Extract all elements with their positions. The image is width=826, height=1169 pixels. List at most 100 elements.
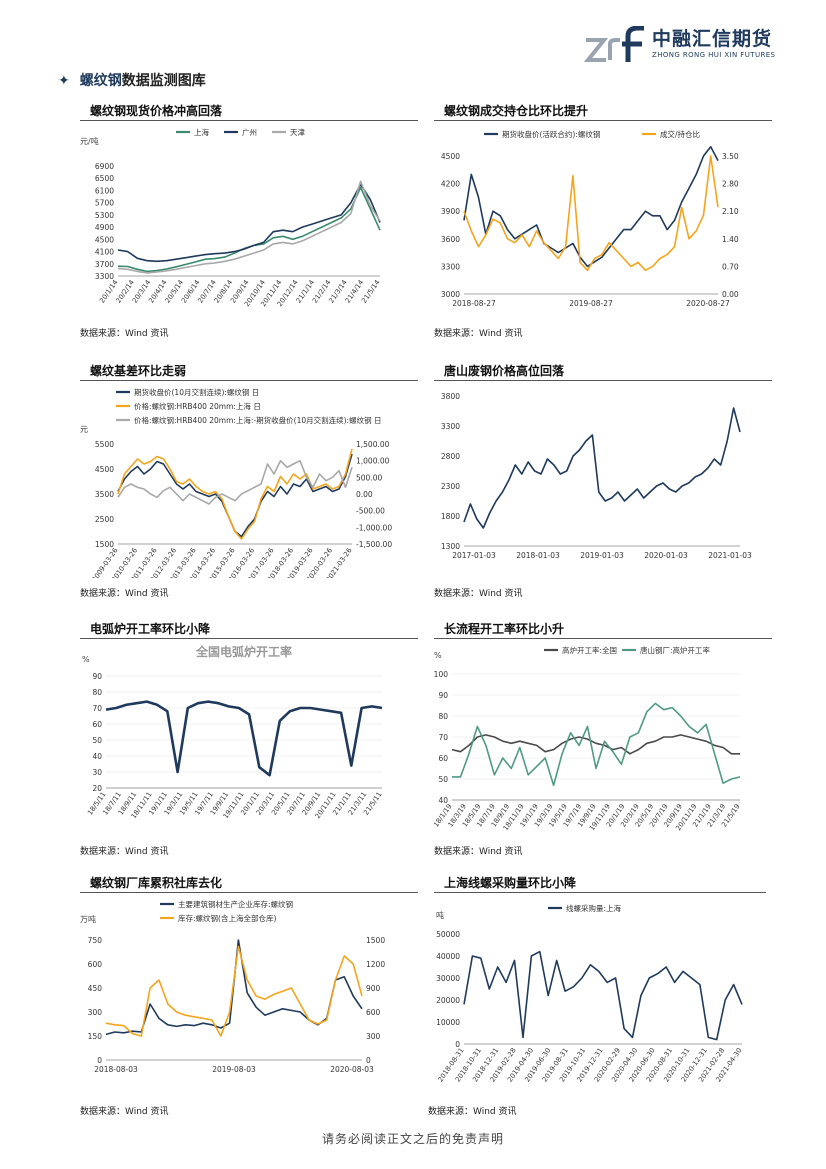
legend-label: 价格:螺纹钢:HRB400 20mm:上海 日 bbox=[134, 401, 261, 411]
y-tick-label: 60 bbox=[92, 720, 102, 729]
panel-divider bbox=[434, 892, 766, 893]
section-title-rest: 数据监测图库 bbox=[121, 73, 206, 89]
y-tick-label: 20 bbox=[92, 784, 102, 793]
x-tick-label: 2018-08-27 bbox=[452, 299, 496, 308]
x-tick-label: 2017-01-03 bbox=[452, 551, 496, 560]
panel-title: 螺纹钢成交持仓比环比提升 bbox=[444, 104, 589, 118]
y-tick-label: 3300 bbox=[95, 272, 114, 281]
y-tick-label: 30 bbox=[92, 768, 102, 777]
y-tick-label: 300 bbox=[88, 1008, 103, 1017]
y-tick-label: 6500 bbox=[95, 174, 114, 183]
y-tick-label: 450 bbox=[88, 984, 103, 993]
logo-text-cn: 中融汇信期货 bbox=[652, 28, 773, 50]
chart-bf-rate: %40506070809010018/1/1918/3/1918/5/1918/… bbox=[434, 645, 742, 832]
legend-label: 库存:螺纹钢(含上海全部仓库) bbox=[178, 913, 276, 923]
y2-tick-label: 1.40 bbox=[722, 235, 739, 244]
section-title: ✦ 螺纹钢数据监测图库 bbox=[58, 70, 206, 90]
source-note: 数据来源：Wind 资讯 bbox=[80, 1107, 169, 1117]
x-tick-label: 2020-08-03 bbox=[330, 1065, 374, 1074]
y2-tick-label: 0 bbox=[366, 1056, 371, 1065]
y-tick-label: 4500 bbox=[95, 465, 114, 474]
y-tick-label: 3300 bbox=[441, 422, 460, 431]
y-tick-label: 150 bbox=[88, 1032, 103, 1041]
y-tick-label: 5500 bbox=[95, 440, 114, 449]
chart-panel-basis: 螺纹基差环比走弱 元 1500 2500 3500 4500 5500 -1,500.00 -… bbox=[80, 362, 418, 602]
source-note: 数据来源：Wind 资讯 bbox=[434, 589, 523, 599]
y2-tick-label: 1500 bbox=[366, 936, 385, 945]
y2-tick-label: 0.00 bbox=[722, 290, 739, 299]
series-line-1 bbox=[117, 183, 381, 263]
y2-tick-label: 500.00 bbox=[356, 473, 382, 482]
panel-title: 螺纹基差环比走弱 bbox=[90, 364, 187, 378]
chart-panel-bf-rate: 长流程开工率环比小升 % 40 50 60 70 80 90 100 18/1/19 18/3/1… bbox=[434, 620, 772, 860]
panel-divider bbox=[80, 380, 418, 381]
y2-tick-label: 600 bbox=[366, 1008, 381, 1017]
y-tick-label: 4500 bbox=[95, 235, 114, 244]
panel-title: 电弧炉开工率环比小降 bbox=[90, 622, 211, 636]
y-tick-label: 50 bbox=[92, 736, 102, 745]
logo-mark-icon bbox=[584, 26, 644, 62]
y-tick-label: 70 bbox=[92, 704, 102, 713]
y-tick-label: 3600 bbox=[441, 235, 460, 244]
legend-label: 广州 bbox=[242, 127, 257, 137]
y2-tick-label: 1200 bbox=[366, 960, 385, 969]
y2-tick-label: 900 bbox=[366, 984, 381, 993]
panel-title: 上海线螺采购量环比小降 bbox=[444, 876, 577, 890]
y2-tick-label: -1,500.00 bbox=[356, 540, 392, 549]
legend-label: 成交/持仓比 bbox=[660, 129, 701, 139]
chart-scrap-price: 1300 1800 2300 2800 3300 3800 2017-01-03 2018-0… bbox=[441, 392, 752, 560]
legend-label: 主要建筑钢材生产企业库存:螺纹钢 bbox=[178, 899, 293, 909]
y-tick-label: 50000 bbox=[436, 930, 460, 939]
y-tick-label: 100 bbox=[434, 670, 448, 679]
y-tick-label: 40000 bbox=[436, 952, 460, 961]
series-line-0 bbox=[463, 950, 743, 1041]
y2-tick-label: 2.10 bbox=[722, 207, 739, 216]
y-tick-label: 20000 bbox=[436, 996, 460, 1005]
series-line-0 bbox=[463, 145, 719, 268]
legend-label: 高炉开工率:全国 bbox=[562, 645, 617, 655]
y-tick-label: 3800 bbox=[441, 392, 460, 401]
panel-divider bbox=[434, 638, 772, 639]
x-tick-label: 2018-01-03 bbox=[516, 551, 560, 560]
y-axis-unit: 吨 bbox=[436, 910, 444, 920]
chart-spot-price: 元/吨 3300 3700 4100 4500 4900 5300 5700 6100 6500 6… bbox=[80, 127, 382, 308]
y-axis-unit: % bbox=[434, 651, 442, 660]
y-tick-label: 6100 bbox=[95, 186, 114, 195]
x-tick-label: 2020-08-27 bbox=[686, 299, 730, 308]
panel-divider bbox=[434, 120, 772, 121]
legend-label: 期货收盘价(活跃合约):螺纹钢 bbox=[502, 129, 600, 139]
y-tick-label: 40 bbox=[438, 796, 448, 805]
series-line-1 bbox=[117, 448, 353, 540]
y-tick-label: 80 bbox=[92, 688, 102, 697]
y-tick-label: 3300 bbox=[441, 262, 460, 271]
y-tick-label: 3500 bbox=[95, 490, 114, 499]
chart-inventory: 万吨 0 150 300 450 600 750 0 300 600 900 1200 1500 2018… bbox=[80, 899, 385, 1074]
y-tick-label: 5700 bbox=[95, 199, 114, 208]
y2-tick-label: 2.80 bbox=[722, 180, 739, 189]
x-tick-label: 2019-08-03 bbox=[212, 1065, 256, 1074]
panel-divider bbox=[80, 638, 418, 639]
panel-title: 唐山废钢价格高位回落 bbox=[444, 364, 565, 378]
y-tick-label: 3000 bbox=[441, 290, 460, 299]
y-tick-label: 60 bbox=[438, 754, 448, 763]
y-tick-label: 30000 bbox=[436, 974, 460, 983]
chart-eaf-rate: 全国电弧炉开工率%203040506070809018/5/1118/7/111… bbox=[82, 644, 384, 820]
x-tick-label: 2019-01-03 bbox=[580, 551, 624, 560]
panel-title: 长流程开工率环比小升 bbox=[444, 622, 565, 636]
y-tick-label: 40 bbox=[92, 752, 102, 761]
chart-basis: 元 1500 2500 3500 4500 5500 -1,500.00 -1,000.00 -… bbox=[80, 387, 392, 578]
chart-volume-oi-ratio: 3000 3300 3600 3900 4200 4500 0.00 0.70 1.40 2.10… bbox=[441, 129, 739, 308]
source-note: 数据来源：Wind 资讯 bbox=[434, 329, 523, 339]
y2-tick-label: 1,000.00 bbox=[356, 457, 390, 466]
y2-tick-label: 1,500.00 bbox=[356, 440, 390, 449]
y-tick-label: 4500 bbox=[441, 152, 460, 161]
y-tick-label: 90 bbox=[92, 672, 102, 681]
panel-divider bbox=[80, 892, 418, 893]
y-tick-label: 750 bbox=[88, 936, 103, 945]
y-tick-label: 1500 bbox=[95, 540, 114, 549]
legend-label: 期货收盘价(10月交割连续):螺纹钢 日 bbox=[134, 387, 259, 397]
y-tick-label: 0 bbox=[97, 1056, 102, 1065]
y2-tick-label: -1,000.00 bbox=[356, 523, 392, 532]
y-tick-label: 4900 bbox=[95, 223, 114, 232]
panel-title: 螺纹钢现货价格冲高回落 bbox=[90, 104, 223, 118]
